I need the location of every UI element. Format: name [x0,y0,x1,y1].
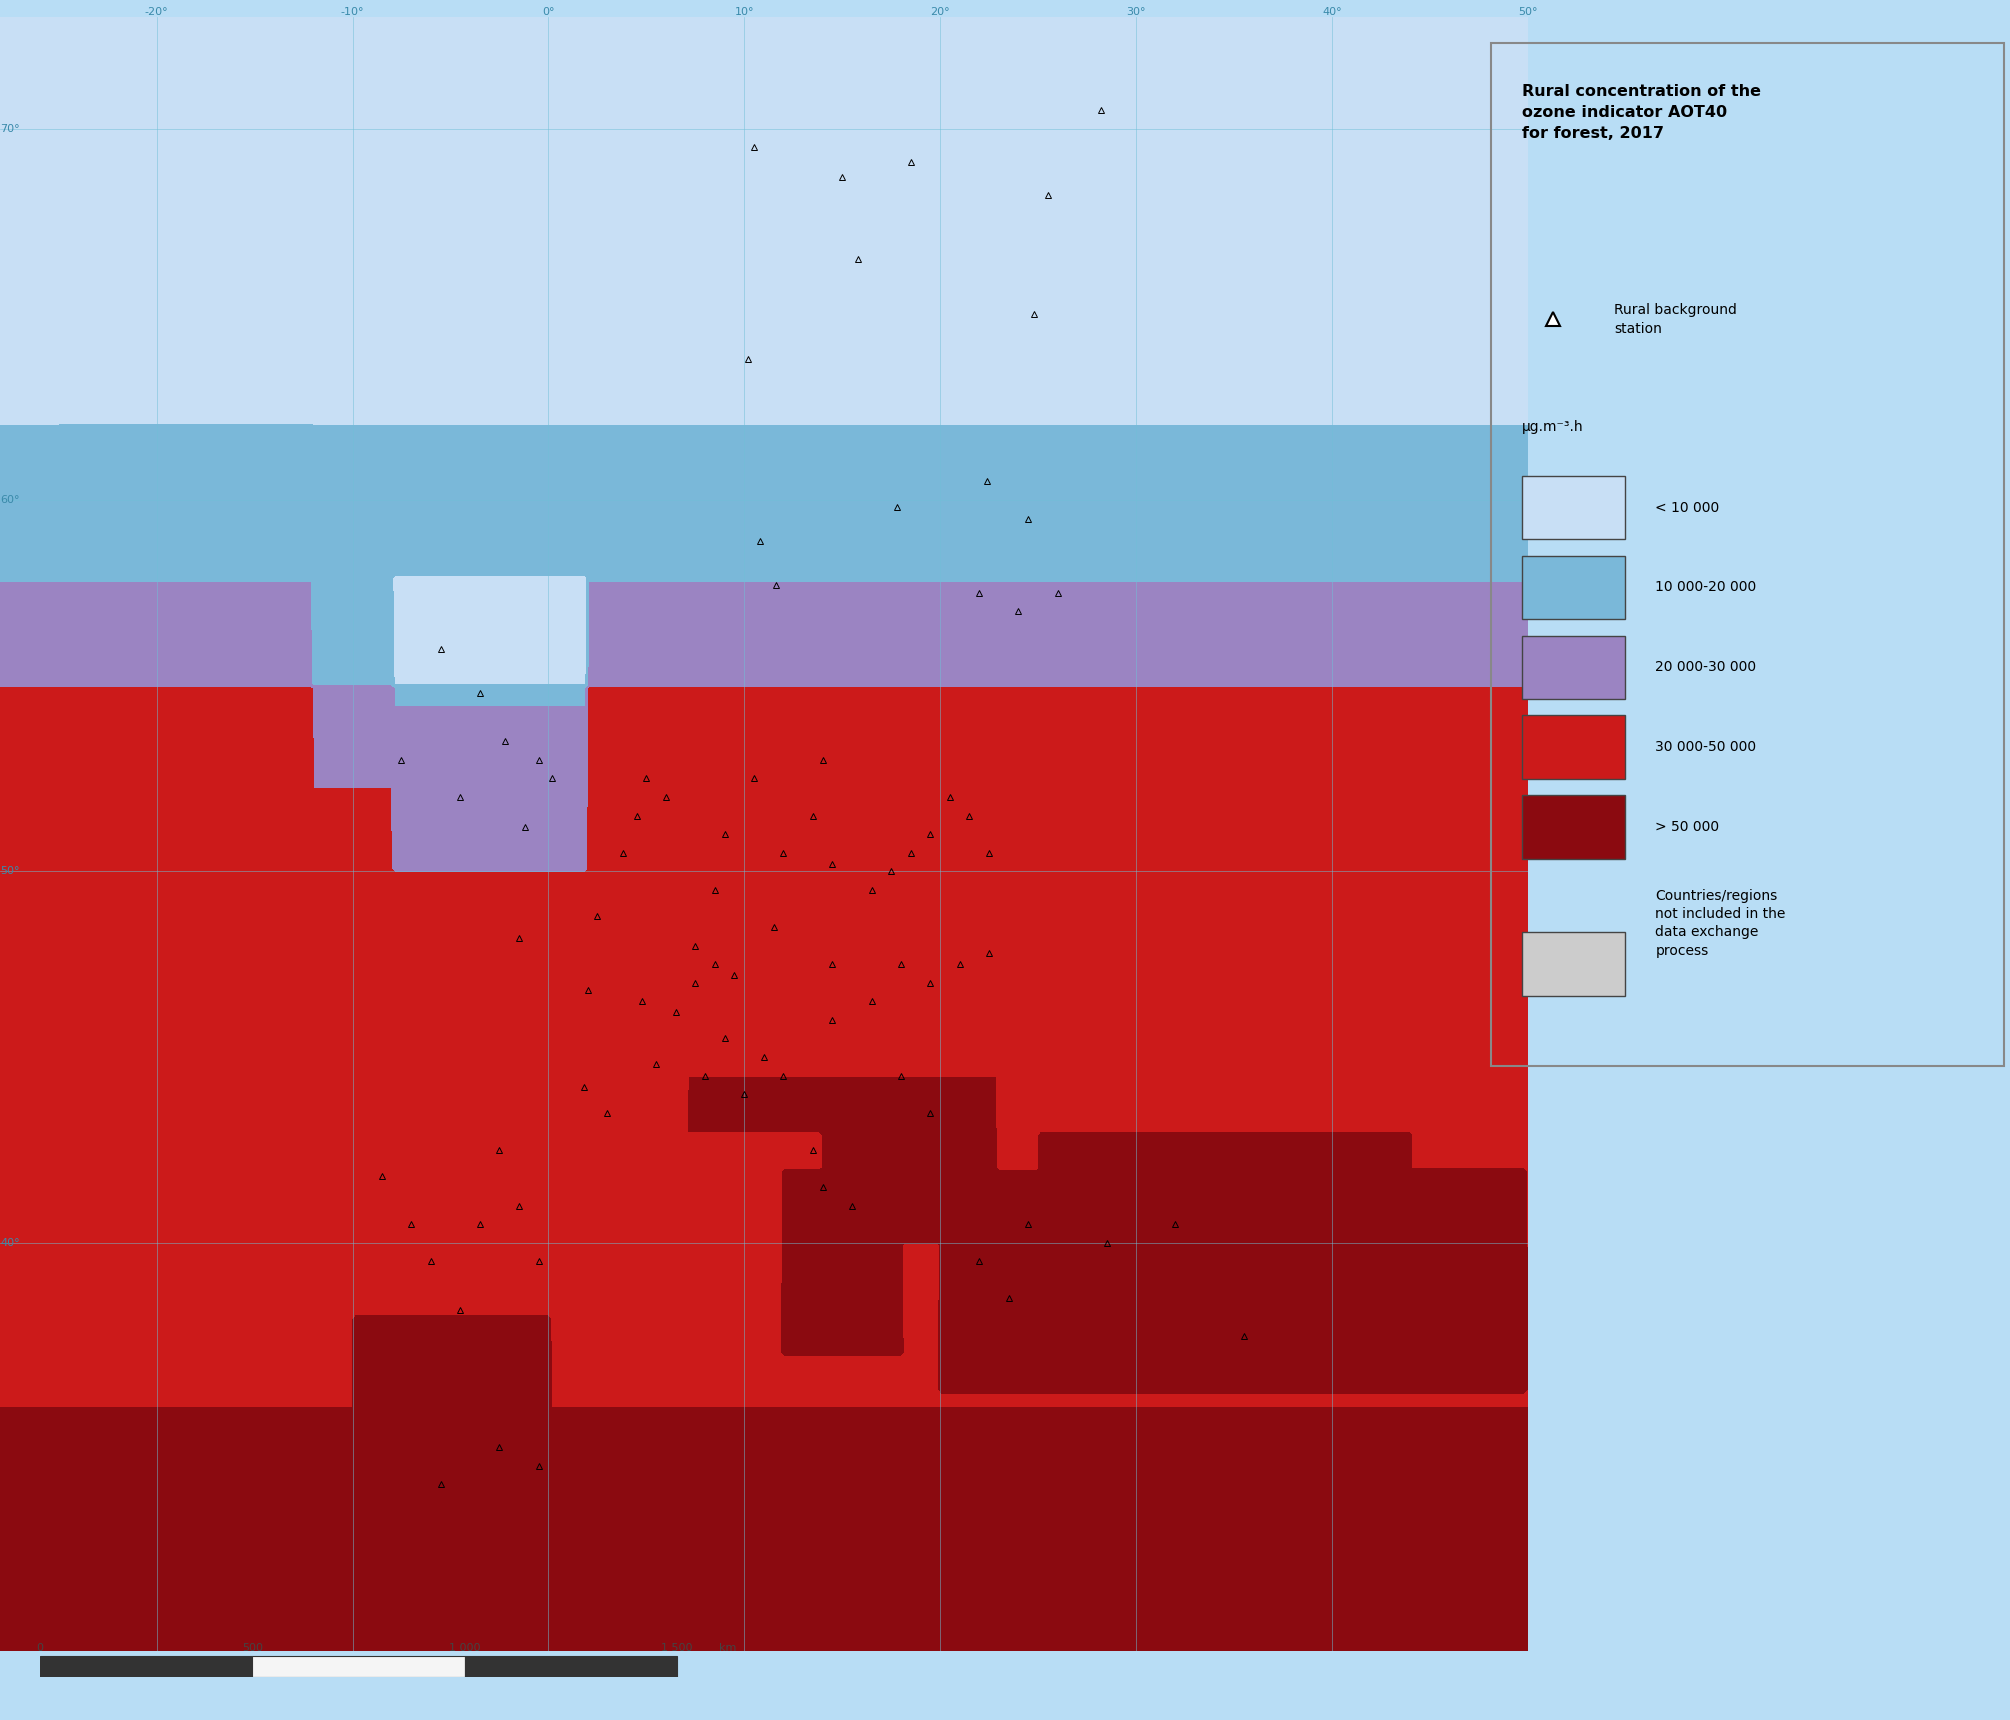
Text: 20°: 20° [931,7,951,17]
Text: 1 500: 1 500 [661,1643,693,1653]
Bar [1522,636,1624,698]
Text: 30°: 30° [1126,7,1146,17]
Text: > 50 000: > 50 000 [1656,820,1721,834]
Text: 60°: 60° [0,495,20,506]
Text: 40°: 40° [1323,7,1341,17]
Text: Rural concentration of the
ozone indicator AOT40
for forest, 2017: Rural concentration of the ozone indicat… [1522,84,1761,141]
Bar [1522,716,1624,779]
Text: 1 000: 1 000 [448,1643,480,1653]
Bar [1522,795,1624,858]
Text: 70°: 70° [0,124,20,134]
Text: 30 000-50 000: 30 000-50 000 [1656,740,1757,753]
Bar [40,1656,253,1677]
Bar [464,1656,677,1677]
Text: 500: 500 [241,1643,263,1653]
Text: 10°: 10° [734,7,754,17]
Bar [1522,556,1624,619]
Text: Countries/regions
not included in the
data exchange
process: Countries/regions not included in the da… [1656,889,1785,958]
Text: 0: 0 [36,1643,44,1653]
Text: 50°: 50° [0,867,20,875]
Text: -10°: -10° [342,7,364,17]
Text: 10 000-20 000: 10 000-20 000 [1656,580,1757,595]
Text: km: km [720,1643,736,1653]
Text: -20°: -20° [145,7,169,17]
Text: < 10 000: < 10 000 [1656,501,1721,514]
Text: 50°: 50° [1518,7,1538,17]
Text: Rural background
station: Rural background station [1614,303,1737,335]
Text: μg.m⁻³.h: μg.m⁻³.h [1522,420,1584,433]
Text: 0°: 0° [543,7,555,17]
Bar [253,1656,464,1677]
Text: 20 000-30 000: 20 000-30 000 [1656,660,1757,674]
Bar [1522,476,1624,540]
Bar [1522,932,1624,996]
Text: 40°: 40° [0,1238,20,1247]
